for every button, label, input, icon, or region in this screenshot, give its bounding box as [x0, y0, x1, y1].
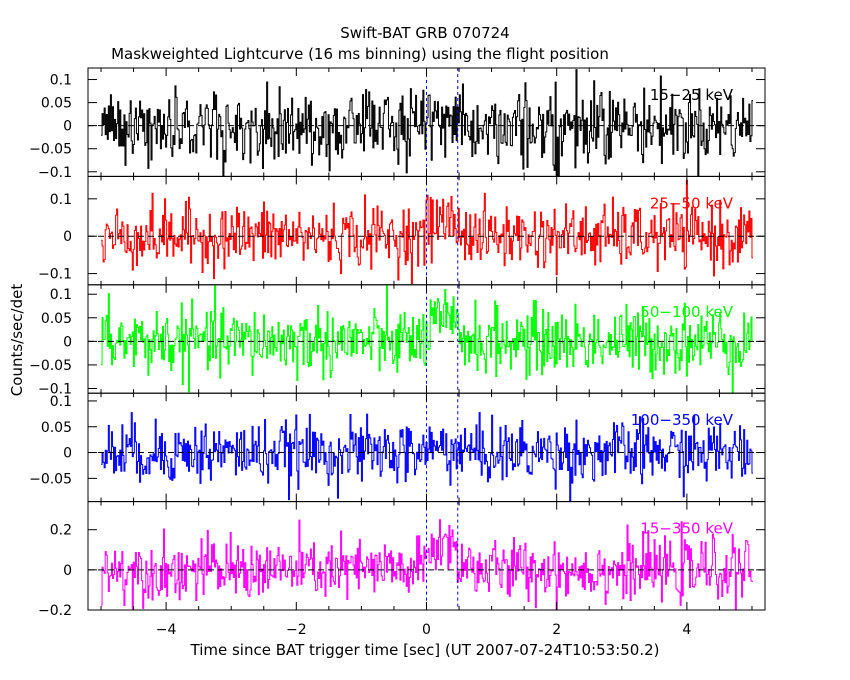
y-tick-label: 0.1	[50, 73, 72, 89]
x-tick-label: 4	[682, 622, 691, 638]
y-tick-label: 0.1	[50, 192, 72, 208]
series-line-5	[101, 519, 754, 611]
panel-4: −0.05 0 0.05 0.1 100−350 keV	[29, 392, 766, 503]
band-label-1: 15−25 keV	[650, 86, 734, 104]
series-line-3	[101, 284, 754, 394]
x-tick-label: 0	[422, 622, 431, 638]
panel-2: −0.1 0 0.1 25−50 keV	[38, 175, 766, 286]
y-tick-label: 0.05	[41, 420, 72, 436]
panel-5: −0.2 0 0.2 15−350 keV	[38, 501, 766, 619]
panel-1: −0.1 −0.05 0 0.05 0.1 15−25 keV	[29, 67, 766, 181]
y-axis-label: Counts/sec/det	[8, 284, 26, 397]
x-tick-label: −2	[286, 622, 307, 638]
x-axis-label: Time since BAT trigger time [sec] (UT 20…	[190, 641, 660, 659]
y-tick-label: 0.05	[41, 96, 72, 112]
band-label-2: 25−50 keV	[650, 194, 734, 212]
y-tick-label: −0.1	[38, 381, 72, 397]
series-line-1	[101, 69, 754, 177]
y-tick-label: −0.05	[29, 471, 72, 487]
y-tick-label: 0.2	[50, 523, 72, 539]
panel-group: −0.1 −0.05 0 0.05 0.1 15−25 keV −0.1 0 0.1 25−50 …	[29, 67, 766, 638]
series-line-4	[101, 412, 754, 502]
y-tick-label: −0.2	[38, 603, 72, 619]
y-tick-label: 0	[63, 229, 72, 245]
chart-subtitle: Maskweighted Lightcurve (16 ms binning) …	[111, 45, 609, 63]
y-tick-label: −0.1	[38, 165, 72, 181]
panel-3: −0.1 −0.05 0 0.05 0.1 50−100 keV	[29, 284, 766, 397]
band-label-5: 15−350 keV	[640, 520, 733, 538]
y-tick-label: 0.1	[50, 287, 72, 303]
series-line-2	[101, 179, 754, 284]
chart-title: Swift-BAT GRB 070724	[340, 24, 509, 42]
y-tick-label: −0.05	[29, 142, 72, 158]
y-tick-label: 0	[63, 334, 72, 350]
y-tick-label: 0	[63, 119, 72, 135]
x-tick-label: −4	[156, 622, 177, 638]
y-tick-label: −0.1	[38, 267, 72, 283]
band-label-3: 50−100 keV	[640, 303, 733, 321]
y-tick-label: −0.05	[29, 358, 72, 374]
y-tick-label: 0	[63, 563, 72, 579]
y-tick-label: 0	[63, 446, 72, 462]
x-tick-label: 2	[552, 622, 561, 638]
band-label-4: 100−350 keV	[631, 411, 734, 429]
y-tick-label: 0.1	[50, 394, 72, 410]
y-tick-label: 0.05	[41, 311, 72, 327]
